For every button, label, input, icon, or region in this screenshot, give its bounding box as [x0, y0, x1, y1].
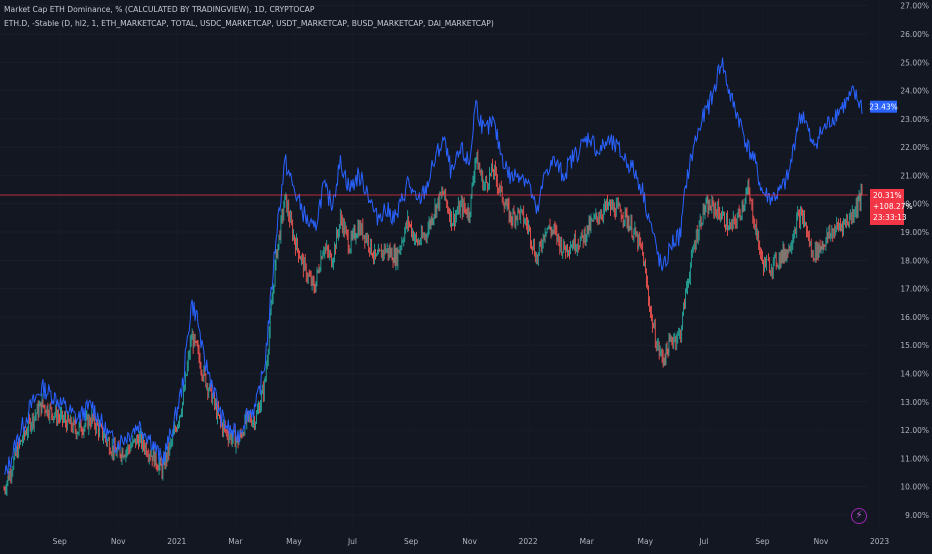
x-tick-label: Jul: [347, 537, 357, 546]
y-tick-label: 16.00%: [900, 313, 929, 322]
y-tick-label: 21.00%: [900, 171, 929, 180]
y-tick-label: 10.00%: [900, 483, 929, 492]
last-price-text: 20.31%: [873, 191, 902, 200]
x-tick-label: Nov: [462, 537, 477, 546]
y-tick-label: 25.00%: [900, 58, 929, 67]
y-tick-label: 14.00%: [900, 370, 929, 379]
legend-indicator[interactable]: ETH.D, -Stable (D, hl2, 1, ETH_MARKETCAP…: [4, 19, 494, 28]
y-tick-label: 19.00%: [900, 228, 929, 237]
x-tick-label: 2023: [870, 537, 889, 546]
x-tick-label: Sep: [53, 537, 67, 546]
legend: Market Cap ETH Dominance, % (CALCULATED …: [4, 3, 494, 31]
x-tick-label: May: [638, 537, 654, 546]
last-price-tag: [870, 188, 904, 225]
y-tick-label: 20.00%: [900, 200, 929, 209]
y-tick-label: 24.00%: [900, 87, 929, 96]
y-tick-label: 22.00%: [900, 143, 929, 152]
lightning-icon[interactable]: ⚡: [851, 508, 867, 524]
x-tick-label: Sep: [404, 537, 418, 546]
x-tick-label: May: [286, 537, 302, 546]
y-tick-label: 27.00%: [900, 2, 929, 11]
indicator-price-tag: [870, 100, 897, 113]
countdown-text: 23:33:13: [873, 213, 907, 222]
x-axis: Sep Nov 2021 Mar May Jul Sep Nov 2022 Mar May Jul Se…: [53, 537, 890, 546]
y-tick-label: 26.00%: [900, 30, 929, 39]
y-tick-label: 9.00%: [905, 511, 929, 520]
indicator-line: [3, 57, 863, 475]
x-tick-label: Mar: [580, 537, 595, 546]
y-tick-label: 17.00%: [900, 285, 929, 294]
x-tick-label: Jul: [698, 537, 708, 546]
y-tick-label: 18.00%: [900, 256, 929, 265]
grid: [0, 5, 868, 516]
legend-main-series[interactable]: Market Cap ETH Dominance, % (CALCULATED …: [4, 5, 315, 14]
y-axis: 9.00% 10.00% 11.00% 12.00% 13.00% 14.00% 15.00…: [900, 2, 929, 520]
x-tick-label: Nov: [111, 537, 126, 546]
y-tick-label: 12.00%: [900, 426, 929, 435]
indicator-price-text: 23.43%: [869, 103, 898, 112]
x-tick-label: Sep: [755, 537, 769, 546]
price-candles: [3, 149, 863, 496]
y-tick-label: 15.00%: [900, 341, 929, 350]
y-tick-label: 13.00%: [900, 398, 929, 407]
change-text: +108.27%: [873, 202, 913, 211]
x-tick-label: 2021: [167, 537, 186, 546]
y-tick-label: 23.00%: [900, 115, 929, 124]
x-tick-label: Mar: [228, 537, 243, 546]
x-tick-label: Nov: [814, 537, 829, 546]
price-labels: 23.43% 20.31% +108.27% 23:33:13: [869, 100, 913, 225]
x-tick-label: 2022: [519, 537, 538, 546]
y-tick-label: 11.00%: [900, 454, 929, 463]
